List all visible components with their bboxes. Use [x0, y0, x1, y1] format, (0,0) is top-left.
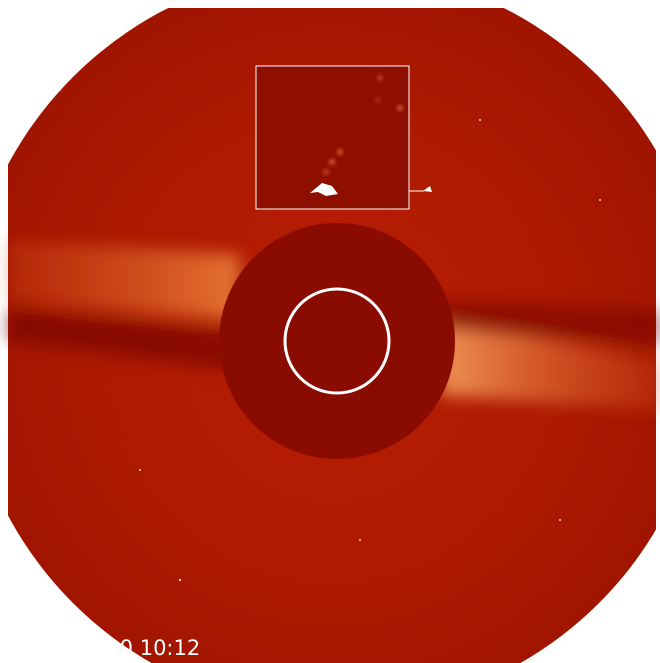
- solar-disk-outline: [283, 287, 391, 395]
- occulter: [219, 223, 455, 459]
- streamers: [8, 240, 660, 410]
- comet-small: [423, 186, 432, 192]
- comet: [310, 183, 338, 196]
- inset: [255, 65, 432, 210]
- timestamp: 2020/06/20 10:12: [12, 636, 200, 660]
- streak: [536, 13, 566, 23]
